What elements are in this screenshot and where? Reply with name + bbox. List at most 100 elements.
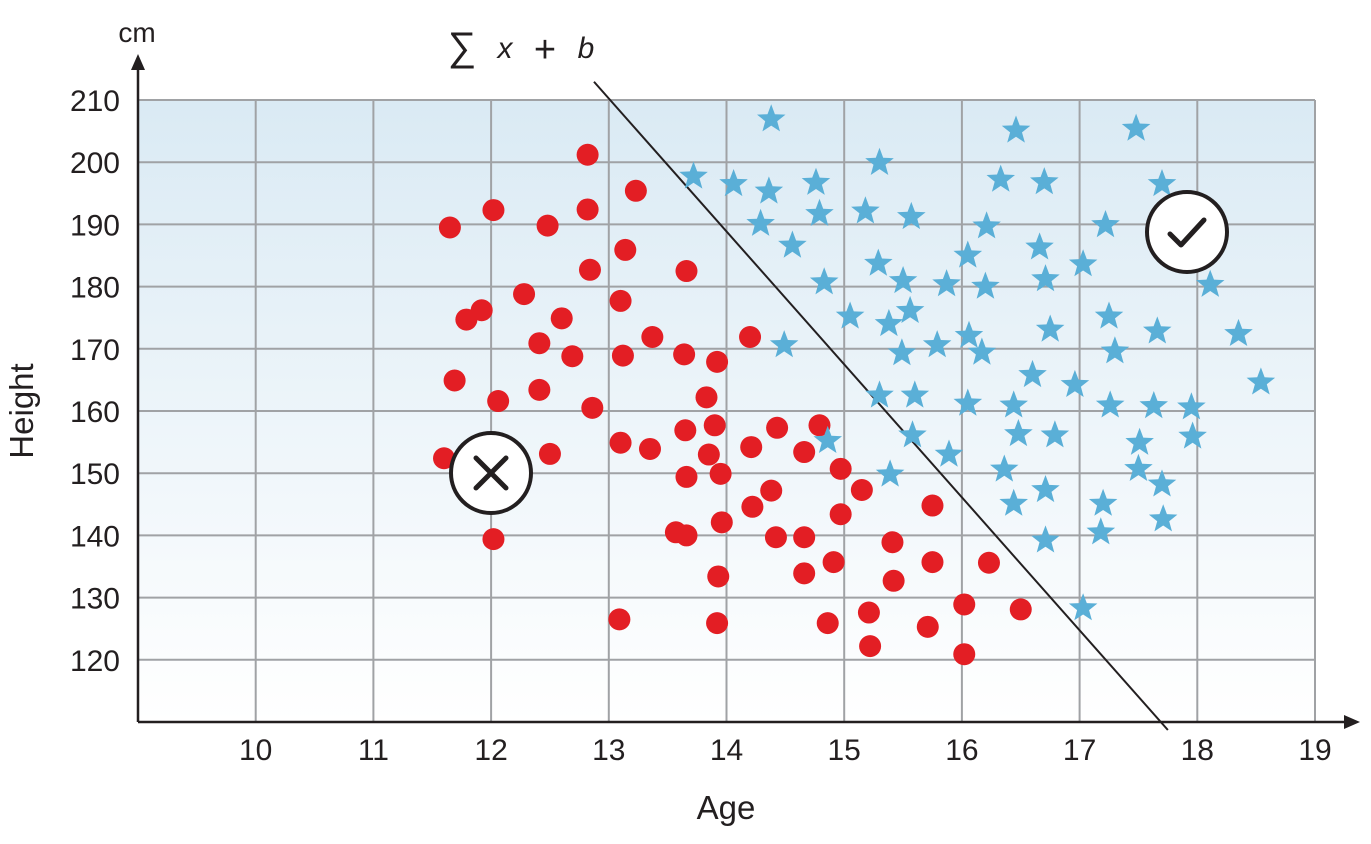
data-point-circle xyxy=(513,283,536,306)
data-point-star xyxy=(888,266,918,294)
data-point-star xyxy=(757,104,786,132)
boundary-formula: ∑ x + b xyxy=(448,25,595,71)
data-point-star xyxy=(932,269,961,297)
data-point-circle xyxy=(882,569,905,592)
data-point-circle xyxy=(816,612,839,635)
data-point-circle xyxy=(916,615,939,638)
data-point-circle xyxy=(674,419,697,442)
data-point-star xyxy=(851,196,880,224)
y-tick-label: 130 xyxy=(70,583,120,616)
data-point-star xyxy=(1018,359,1047,388)
data-point-circle xyxy=(638,437,661,460)
data-point-circle xyxy=(433,447,456,470)
x-axis-title: Age xyxy=(697,789,756,826)
data-point-star xyxy=(971,271,1000,299)
data-point-star xyxy=(1031,264,1060,292)
data-point-star xyxy=(1139,391,1168,419)
y-tick-label: 190 xyxy=(70,209,120,242)
formula-x: x xyxy=(496,32,514,65)
data-point-star xyxy=(1035,314,1065,342)
data-point-star xyxy=(809,267,839,295)
data-point-star xyxy=(875,459,905,487)
data-point-star xyxy=(990,454,1019,482)
data-point-star xyxy=(887,338,917,366)
data-point-star xyxy=(719,169,748,197)
data-point-star xyxy=(1095,390,1125,418)
data-point-circle xyxy=(675,524,698,547)
x-tick-label: 19 xyxy=(1298,734,1331,767)
data-point-star xyxy=(1025,232,1054,260)
y-tick-label: 160 xyxy=(70,396,120,429)
data-point-star xyxy=(1030,167,1059,195)
data-point-circle xyxy=(829,503,852,526)
data-point-circle xyxy=(709,462,732,485)
data-point-circle xyxy=(608,608,631,631)
data-point-circle xyxy=(850,478,873,501)
data-point-star xyxy=(746,208,775,236)
check-icon xyxy=(1145,190,1229,274)
data-point-star xyxy=(1147,469,1177,497)
data-point-circle xyxy=(470,299,493,322)
data-point-star xyxy=(679,161,708,189)
data-point-circle xyxy=(859,635,882,658)
data-point-circle xyxy=(808,414,831,437)
x-tick-label: 17 xyxy=(1063,734,1096,767)
data-point-circle xyxy=(740,436,763,459)
data-point-circle xyxy=(528,332,551,355)
data-point-circle xyxy=(624,179,647,202)
data-point-star xyxy=(874,308,904,337)
data-point-star xyxy=(1094,301,1124,329)
formula-plus: + xyxy=(534,29,556,71)
decision-boundary xyxy=(593,81,1169,731)
data-point-star xyxy=(835,301,865,329)
data-point-star xyxy=(1031,475,1060,503)
class-icons xyxy=(449,190,1229,515)
x-tick-label: 12 xyxy=(474,734,507,767)
data-point-circle xyxy=(576,198,599,221)
data-point-star xyxy=(754,176,784,204)
data-point-star xyxy=(895,295,925,323)
data-point-circle xyxy=(538,442,561,465)
data-point-star xyxy=(900,380,930,408)
data-point-star xyxy=(1060,369,1090,397)
cross-icon xyxy=(449,431,533,515)
data-point-star xyxy=(801,167,831,195)
data-point-circle xyxy=(710,511,733,534)
data-point-star xyxy=(778,230,807,258)
y-tick-label: 210 xyxy=(70,85,120,118)
data-point-circle xyxy=(793,441,816,464)
x-tick-label: 11 xyxy=(358,734,389,767)
data-point-star xyxy=(967,337,997,365)
data-point-star xyxy=(864,248,893,276)
data-point-star xyxy=(953,388,983,416)
data-point-star xyxy=(986,164,1015,192)
x-axis-arrow xyxy=(1344,715,1360,729)
data-point-circle xyxy=(857,601,880,624)
data-point-circle xyxy=(675,260,698,283)
data-point-circle xyxy=(536,214,559,237)
y-tick-label: 120 xyxy=(70,645,120,678)
data-point-circle xyxy=(706,350,729,373)
data-point-star xyxy=(1178,421,1207,449)
data-points xyxy=(433,104,1276,666)
data-point-circle xyxy=(561,345,584,368)
x-tick-label: 18 xyxy=(1181,734,1214,767)
y-axis-title: Height xyxy=(3,363,40,458)
data-point-circle xyxy=(822,551,845,574)
data-point-star xyxy=(1031,525,1060,553)
data-point-circle xyxy=(675,465,698,488)
data-point-circle xyxy=(881,531,904,554)
tick-labels: 10 11 12 13 14 15 16 17 18 19 120 130 140 150 160 170 18… xyxy=(70,85,1332,767)
data-point-circle xyxy=(703,414,726,437)
data-point-circle xyxy=(438,216,461,239)
data-point-star xyxy=(897,201,926,230)
y-axis-arrow xyxy=(131,54,145,70)
data-point-circle xyxy=(741,495,764,518)
data-point-circle xyxy=(443,369,466,392)
boundary-line xyxy=(593,81,1169,731)
x-tick-label: 15 xyxy=(828,734,861,767)
data-point-circle xyxy=(766,416,789,439)
data-point-circle xyxy=(764,526,787,549)
data-point-circle xyxy=(760,479,783,502)
